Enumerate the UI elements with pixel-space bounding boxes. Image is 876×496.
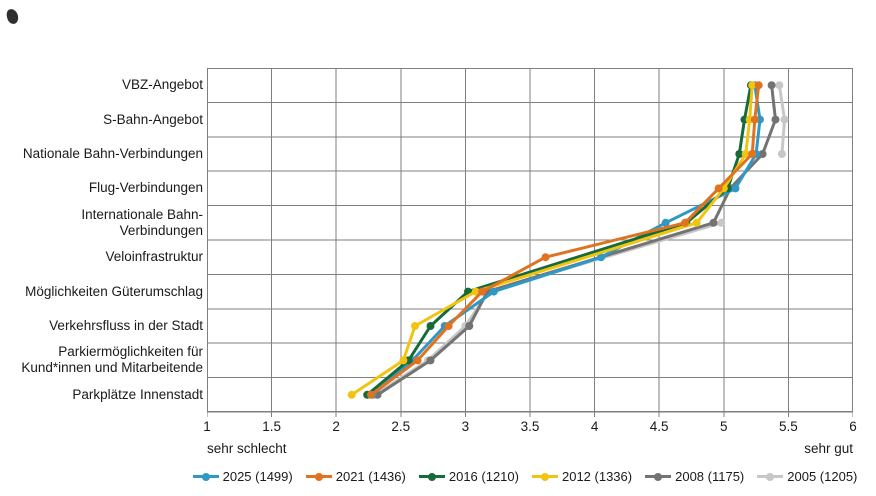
legend-dot-icon — [201, 472, 210, 481]
data-point — [661, 218, 670, 227]
plot-border — [207, 68, 853, 412]
category-label: Möglichkeiten Güterumschlag — [25, 283, 203, 299]
data-point — [754, 81, 763, 90]
corner-artifact — [5, 8, 20, 25]
x-tick-label: 4 — [590, 419, 599, 434]
legend-label: 2016 (1210) — [448, 469, 519, 484]
data-point — [717, 218, 726, 227]
legend-item: 2008 (1175) — [645, 469, 744, 484]
legend-item: 2016 (1210) — [418, 469, 519, 484]
data-point — [465, 322, 474, 330]
data-point — [735, 150, 744, 158]
data-point — [777, 150, 786, 158]
plot-svg — [207, 68, 853, 417]
legend-line-icon — [757, 472, 784, 481]
data-point — [758, 150, 767, 158]
legend-label: 2008 (1175) — [675, 469, 745, 484]
data-point — [411, 322, 420, 330]
data-point — [771, 115, 780, 124]
data-point — [750, 115, 759, 124]
legend-line-icon — [305, 472, 332, 481]
data-point — [347, 390, 356, 399]
legend-dot-icon — [540, 472, 549, 481]
legend-label: 2005 (1205) — [787, 469, 858, 484]
legend-line-icon — [192, 472, 219, 481]
data-point — [541, 253, 550, 262]
data-point — [748, 81, 757, 90]
data-point — [731, 184, 740, 193]
data-point — [426, 356, 435, 365]
x-tick-label: 5 — [720, 419, 728, 434]
data-point — [367, 390, 376, 399]
category-label: VBZ-Angebot — [121, 77, 203, 93]
legend-dot-icon — [654, 472, 663, 481]
data-point — [444, 322, 453, 330]
x-tick-label: 2.5 — [391, 419, 411, 434]
series-line — [369, 83, 761, 397]
x-tick-label: 2 — [332, 419, 340, 434]
x-tick-label: 5.5 — [779, 419, 798, 434]
data-point — [714, 184, 723, 193]
data-point — [597, 253, 606, 262]
x-tick-label: 6 — [849, 419, 857, 434]
x-tick-label: 1 — [203, 419, 211, 434]
legend-line-icon — [418, 472, 445, 481]
axis-label-left: sehr schlecht — [207, 441, 287, 456]
data-point — [399, 356, 408, 365]
data-point — [767, 81, 776, 90]
data-point — [775, 81, 784, 90]
data-point — [681, 218, 690, 227]
category-label: Nationale Bahn-Verbindungen — [22, 146, 203, 161]
data-point — [471, 287, 480, 296]
legend: 2025 (1499) 2021 (1436) 2016 (1210) 2012… — [180, 469, 870, 484]
legend-dot-icon — [427, 472, 436, 481]
category-label: Internationale Bahn-Verbindungen — [81, 206, 203, 238]
data-point — [780, 115, 789, 124]
x-tick-label: 3 — [461, 419, 470, 434]
data-point — [709, 218, 718, 227]
legend-dot-icon — [314, 472, 323, 481]
legend-label: 2025 (1499) — [222, 469, 293, 484]
data-point — [748, 150, 757, 158]
legend-label: 2021 (1436) — [335, 469, 406, 484]
category-label: Flug-Verbindungen — [88, 180, 203, 196]
axis-label-right: sehr gut — [804, 441, 853, 456]
x-tick-label: 3.5 — [520, 419, 540, 434]
legend-item: 2012 (1336) — [531, 469, 633, 484]
category-label: Veloinfrastruktur — [105, 249, 203, 265]
legend-line-icon — [531, 472, 558, 481]
legend-line-icon — [645, 472, 672, 481]
x-tick-label: 1.5 — [262, 419, 281, 434]
legend-item: 2005 (1205) — [757, 469, 857, 484]
category-label: S-Bahn-Angebot — [103, 111, 203, 127]
data-point — [426, 322, 435, 330]
data-point — [741, 150, 750, 158]
data-point — [413, 356, 422, 365]
data-point — [692, 218, 701, 227]
category-label: Verkehrsfluss in der Stadt — [49, 318, 203, 333]
data-point — [489, 287, 498, 296]
legend-label: 2012 (1336) — [561, 469, 633, 484]
legend-item: 2025 (1499) — [192, 469, 293, 484]
legend-item: 2021 (1436) — [305, 469, 406, 484]
data-point — [478, 287, 487, 296]
category-label: Parkplätze Innenstadt — [72, 386, 203, 402]
x-tick-label: 4.5 — [649, 419, 669, 434]
legend-dot-icon — [766, 472, 775, 481]
category-label: Parkiermöglichkeiten für Kund*innen und … — [21, 344, 203, 376]
